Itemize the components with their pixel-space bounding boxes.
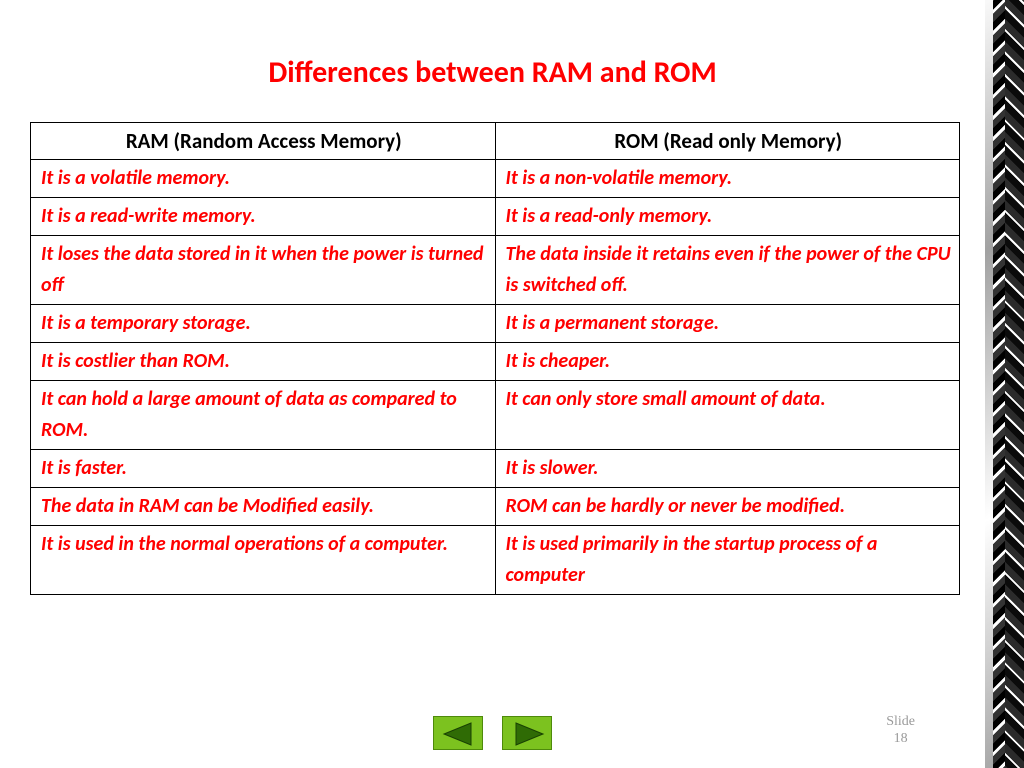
table-header-ram: RAM (Random Access Memory) [31, 123, 496, 160]
cell-rom: It is slower. [495, 450, 960, 488]
cell-ram: It is used in the normal operations of a… [31, 526, 496, 595]
slide-index: 18 [886, 731, 915, 748]
cell-rom: The data inside it retains even if the p… [495, 236, 960, 305]
next-button[interactable] [502, 716, 552, 750]
nav-area [0, 716, 985, 750]
table: RAM (Random Access Memory) ROM (Read onl… [30, 122, 960, 595]
cell-rom: It can only store small amount of data. [495, 381, 960, 450]
page-title: Differences between RAM and ROM [0, 54, 985, 91]
table-body: It is a volatile memory.It is a non-vola… [31, 160, 960, 595]
cell-ram: It is faster. [31, 450, 496, 488]
table-row: It is a temporary storage.It is a perman… [31, 305, 960, 343]
table-row: It is costlier than ROM.It is cheaper. [31, 343, 960, 381]
cell-ram: It is a volatile memory. [31, 160, 496, 198]
cell-rom: It is a permanent storage. [495, 305, 960, 343]
table-row: It can hold a large amount of data as co… [31, 381, 960, 450]
decorative-edge [985, 0, 1024, 768]
cell-ram: It is a read-write memory. [31, 198, 496, 236]
cell-rom: It is used primarily in the startup proc… [495, 526, 960, 595]
table-header-rom: ROM (Read only Memory) [495, 123, 960, 160]
slide-number: Slide 18 [886, 714, 915, 748]
table-row: It is used in the normal operations of a… [31, 526, 960, 595]
table-header-row: RAM (Random Access Memory) ROM (Read onl… [31, 123, 960, 160]
table-row: It loses the data stored in it when the … [31, 236, 960, 305]
comparison-table: RAM (Random Access Memory) ROM (Read onl… [30, 122, 960, 595]
cell-ram: The data in RAM can be Modified easily. [31, 488, 496, 526]
slide-area: Differences between RAM and ROM RAM (Ran… [0, 0, 985, 768]
slide-label: Slide [886, 714, 915, 731]
arrow-left-icon [434, 717, 484, 751]
cell-rom: It is a read-only memory. [495, 198, 960, 236]
cell-rom: It is a non-volatile memory. [495, 160, 960, 198]
cell-ram: It is costlier than ROM. [31, 343, 496, 381]
cell-rom: It is cheaper. [495, 343, 960, 381]
arrow-right-icon [503, 717, 553, 751]
prev-button[interactable] [433, 716, 483, 750]
table-row: It is a read-write memory.It is a read-o… [31, 198, 960, 236]
cell-rom: ROM can be hardly or never be modified. [495, 488, 960, 526]
table-row: It is faster.It is slower. [31, 450, 960, 488]
cell-ram: It loses the data stored in it when the … [31, 236, 496, 305]
table-row: It is a volatile memory.It is a non-vola… [31, 160, 960, 198]
table-row: The data in RAM can be Modified easily.R… [31, 488, 960, 526]
cell-ram: It can hold a large amount of data as co… [31, 381, 496, 450]
cell-ram: It is a temporary storage. [31, 305, 496, 343]
